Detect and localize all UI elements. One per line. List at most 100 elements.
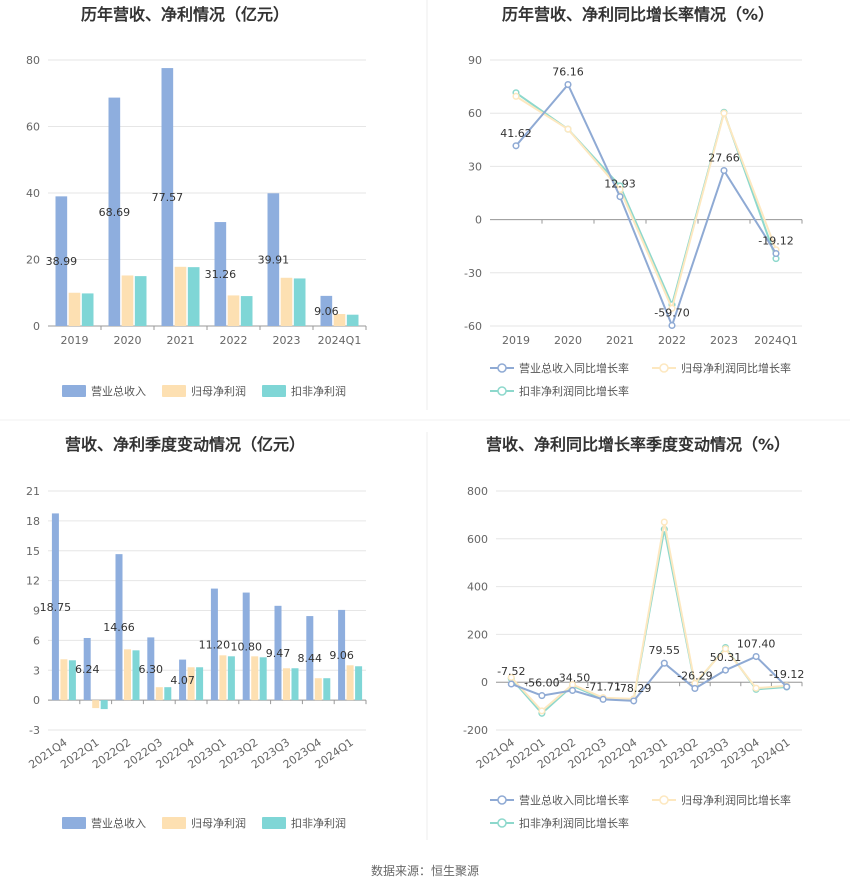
line-归母净利润同比增长率 — [515, 95, 777, 312]
legend-marker — [497, 818, 507, 828]
data-label: -59.70 — [654, 306, 689, 319]
source-note: 数据来源：恒生聚源 — [371, 863, 479, 878]
x-tick-label: 2023 — [710, 334, 738, 347]
point-营业总收入同比增长率 — [660, 659, 668, 667]
y-tick-label: 20 — [26, 254, 40, 267]
bar-扣非净利润 — [346, 314, 359, 326]
point-营业总收入同比增长率 — [630, 697, 638, 705]
point-营业总收入同比增长率 — [691, 684, 699, 693]
point-营业总收入同比增长率 — [616, 193, 624, 201]
bar-归母净利润 — [124, 649, 131, 701]
data-label: 107.40 — [737, 638, 776, 651]
point-归母净利润同比增长率 — [507, 673, 515, 681]
bar-扣非净利润 — [291, 668, 299, 701]
data-label: 4.07 — [170, 674, 195, 687]
chart-title: 历年营收、净利情况（亿元） — [81, 5, 289, 24]
line-营业总收入同比增长率 — [510, 655, 788, 702]
x-tick-label: 2024Q1 — [318, 334, 362, 347]
point-营业总收入同比增长率 — [783, 683, 791, 691]
bar-归母净利润 — [227, 295, 240, 326]
legend-swatch — [162, 817, 186, 829]
y-tick-label: 600 — [467, 533, 488, 546]
bar-营业总收入 — [147, 637, 155, 701]
chart-title: 历年营收、净利同比增长率情况（%） — [502, 5, 774, 24]
legend-label: 扣非净利润 — [291, 816, 346, 830]
line-营业总收入同比增长率 — [515, 82, 777, 329]
legend-label: 扣非净利润同比增长率 — [519, 816, 629, 830]
y-tick-label: -30 — [464, 267, 482, 280]
point-归母净利润同比增长率 — [512, 92, 520, 100]
y-tick-label: 0 — [481, 676, 488, 689]
bar-营业总收入 — [242, 592, 250, 701]
point-归母净利润同比增长率 — [660, 518, 668, 526]
x-tick-label: 2024Q1 — [754, 334, 798, 347]
bar-营业总收入 — [83, 637, 91, 701]
bar-归母净利润 — [187, 667, 195, 701]
y-tick-label: -60 — [464, 320, 482, 333]
x-tick-label: 2022 — [658, 334, 686, 347]
line-归母净利润同比增长率 — [510, 521, 787, 713]
x-tick-label: 2020 — [554, 334, 582, 347]
data-label: -19.12 — [769, 668, 804, 681]
y-tick-label: 12 — [26, 575, 40, 588]
bar-归母净利润 — [155, 687, 163, 701]
point-营业总收入同比增长率 — [772, 249, 780, 258]
legend-label: 归母净利润同比增长率 — [681, 361, 791, 375]
bar-营业总收入 — [179, 659, 187, 701]
y-tick-label: -200 — [463, 724, 488, 737]
bar-归母净利润 — [283, 668, 290, 701]
bar-营业总收入 — [306, 616, 314, 701]
point-营业总收入同比增长率 — [599, 695, 607, 703]
point-营业总收入同比增长率 — [507, 680, 515, 688]
x-tick-label: 2023 — [273, 334, 301, 347]
y-tick-label: 15 — [26, 545, 40, 558]
y-tick-label: 400 — [467, 581, 488, 594]
data-label: 79.55 — [649, 644, 681, 657]
chart-title: 营收、净利季度变动情况（亿元） — [65, 435, 305, 454]
data-label: 14.66 — [103, 621, 135, 634]
bar-扣非净利润 — [187, 267, 200, 326]
bar-营业总收入 — [214, 222, 227, 326]
legend-label: 归母净利润 — [191, 816, 246, 830]
bar-扣非净利润 — [323, 678, 331, 701]
data-label: 6.24 — [75, 663, 100, 676]
data-label: 18.75 — [40, 601, 72, 614]
data-label: 31.26 — [205, 268, 237, 281]
point-归母净利润同比增长率 — [721, 645, 730, 653]
legend-marker — [497, 795, 507, 805]
bar-扣非净利润 — [293, 278, 306, 326]
data-label: 41.62 — [500, 127, 532, 140]
y-tick-label: 3 — [33, 664, 40, 677]
legend-label: 归母净利润同比增长率 — [681, 793, 791, 807]
legend-marker — [659, 795, 669, 805]
point-营业总收入同比增长率 — [721, 666, 730, 674]
bar-扣非净利润 — [355, 666, 363, 701]
point-营业总收入同比增长率 — [752, 652, 760, 661]
data-label: -78.29 — [616, 682, 651, 695]
y-tick-label: 30 — [468, 160, 482, 173]
bar-扣非净利润 — [81, 293, 94, 326]
y-tick-label: -3 — [29, 724, 40, 737]
legend-label: 营业总收入同比增长率 — [519, 361, 629, 375]
data-label: 27.66 — [708, 152, 740, 165]
data-label: 76.16 — [552, 66, 584, 79]
x-tick-label: 2021 — [606, 334, 634, 347]
y-tick-label: 60 — [468, 107, 482, 120]
bar-扣非净利润 — [68, 660, 76, 701]
bar-营业总收入 — [108, 97, 121, 327]
point-归母净利润同比增长率 — [538, 707, 546, 715]
bar-营业总收入 — [55, 196, 68, 326]
bar-扣非净利润 — [132, 650, 140, 701]
data-label: 9.06 — [329, 649, 354, 662]
point-营业总收入同比增长率 — [568, 686, 577, 694]
y-tick-label: 6 — [33, 634, 40, 647]
data-label: -7.52 — [497, 665, 525, 678]
legend-swatch — [262, 817, 286, 829]
data-label: 9.06 — [314, 305, 339, 318]
legend-label: 营业总收入 — [91, 384, 146, 398]
legend-swatch — [162, 385, 186, 397]
legend-marker — [659, 363, 669, 373]
bar-归母净利润 — [174, 266, 187, 326]
legend-swatch — [262, 385, 286, 397]
legend-label: 归母净利润 — [191, 384, 246, 398]
